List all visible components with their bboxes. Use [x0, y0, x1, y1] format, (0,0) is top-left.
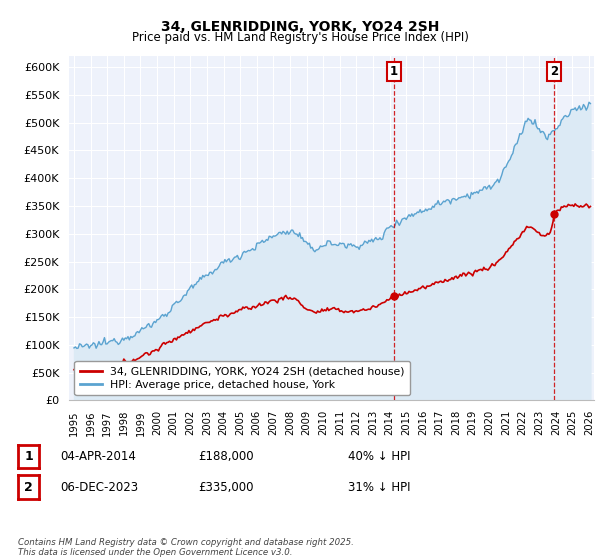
Text: 34, GLENRIDDING, YORK, YO24 2SH: 34, GLENRIDDING, YORK, YO24 2SH	[161, 20, 439, 34]
Text: 1: 1	[390, 64, 398, 78]
Text: 06-DEC-2023: 06-DEC-2023	[60, 480, 138, 494]
Text: £188,000: £188,000	[198, 450, 254, 463]
Text: 2: 2	[24, 480, 33, 494]
Legend: 34, GLENRIDDING, YORK, YO24 2SH (detached house), HPI: Average price, detached h: 34, GLENRIDDING, YORK, YO24 2SH (detache…	[74, 361, 410, 395]
Text: 1: 1	[24, 450, 33, 463]
Text: 40% ↓ HPI: 40% ↓ HPI	[348, 450, 410, 463]
Text: £335,000: £335,000	[198, 480, 254, 494]
Text: 2: 2	[550, 64, 559, 78]
Text: Contains HM Land Registry data © Crown copyright and database right 2025.
This d: Contains HM Land Registry data © Crown c…	[18, 538, 354, 557]
Text: 31% ↓ HPI: 31% ↓ HPI	[348, 480, 410, 494]
Text: Price paid vs. HM Land Registry's House Price Index (HPI): Price paid vs. HM Land Registry's House …	[131, 31, 469, 44]
Text: 04-APR-2014: 04-APR-2014	[60, 450, 136, 463]
